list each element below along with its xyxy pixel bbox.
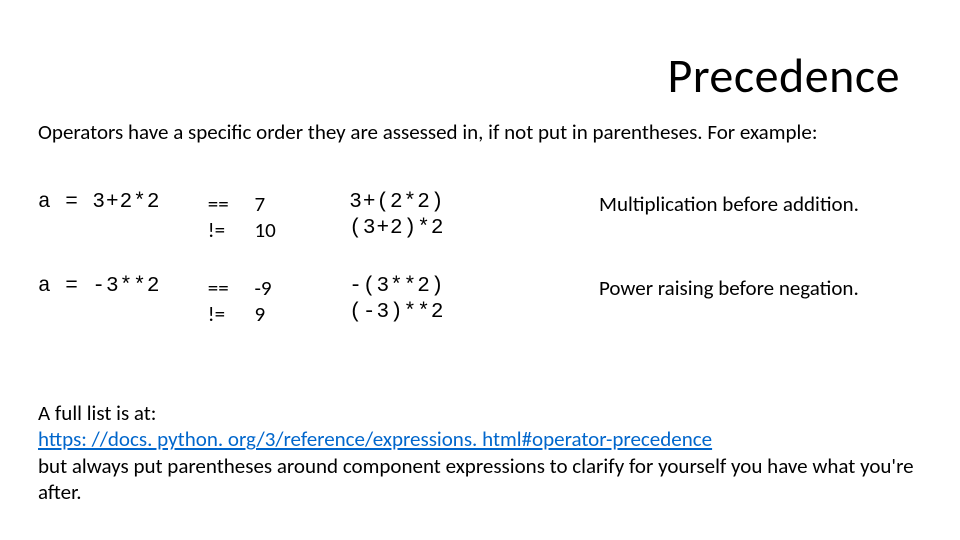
example-1-row-ne: != 10 (3+2)*2 — [38, 217, 922, 243]
slide: Precedence Operators have a specific ord… — [0, 0, 960, 540]
note-2: Power raising before negation. — [599, 275, 859, 301]
paren-ne-2: (-3)**2 — [349, 301, 594, 324]
page-title: Precedence — [668, 46, 900, 105]
example-1-row-eq: a = 3+2*2 == 7 3+(2*2) Multiplication be… — [38, 191, 922, 217]
val-eq-2: -9 — [255, 275, 345, 301]
paren-eq-1: 3+(2*2) — [349, 191, 594, 214]
example-2: a = -3**2 == -9 -(3**2) Power raising be… — [38, 275, 922, 327]
val-ne-1: 10 — [255, 217, 345, 243]
op-eq-2: == — [208, 275, 250, 301]
op-ne-1: != — [208, 217, 250, 243]
docs-link[interactable]: https: //docs. python. org/3/reference/e… — [38, 426, 712, 452]
footer-lead: A full list is at: — [38, 400, 922, 426]
footer-block: A full list is at: https: //docs. python… — [38, 400, 922, 505]
expr-1: a = 3+2*2 — [38, 191, 203, 214]
note-1: Multiplication before addition. — [599, 191, 959, 217]
op-ne-2: != — [208, 301, 250, 327]
val-eq-1: 7 — [255, 191, 345, 217]
example-1: a = 3+2*2 == 7 3+(2*2) Multiplication be… — [38, 191, 922, 243]
op-eq-1: == — [208, 191, 250, 217]
example-2-row-ne: != 9 (-3)**2 — [38, 301, 922, 327]
footer-tail: but always put parentheses around compon… — [38, 453, 922, 506]
expr-2: a = -3**2 — [38, 275, 203, 298]
val-ne-2: 9 — [255, 301, 345, 327]
intro-text: Operators have a specific order they are… — [38, 120, 922, 144]
paren-ne-1: (3+2)*2 — [349, 217, 594, 240]
paren-eq-2: -(3**2) — [349, 275, 594, 298]
example-2-row-eq: a = -3**2 == -9 -(3**2) Power raising be… — [38, 275, 922, 301]
